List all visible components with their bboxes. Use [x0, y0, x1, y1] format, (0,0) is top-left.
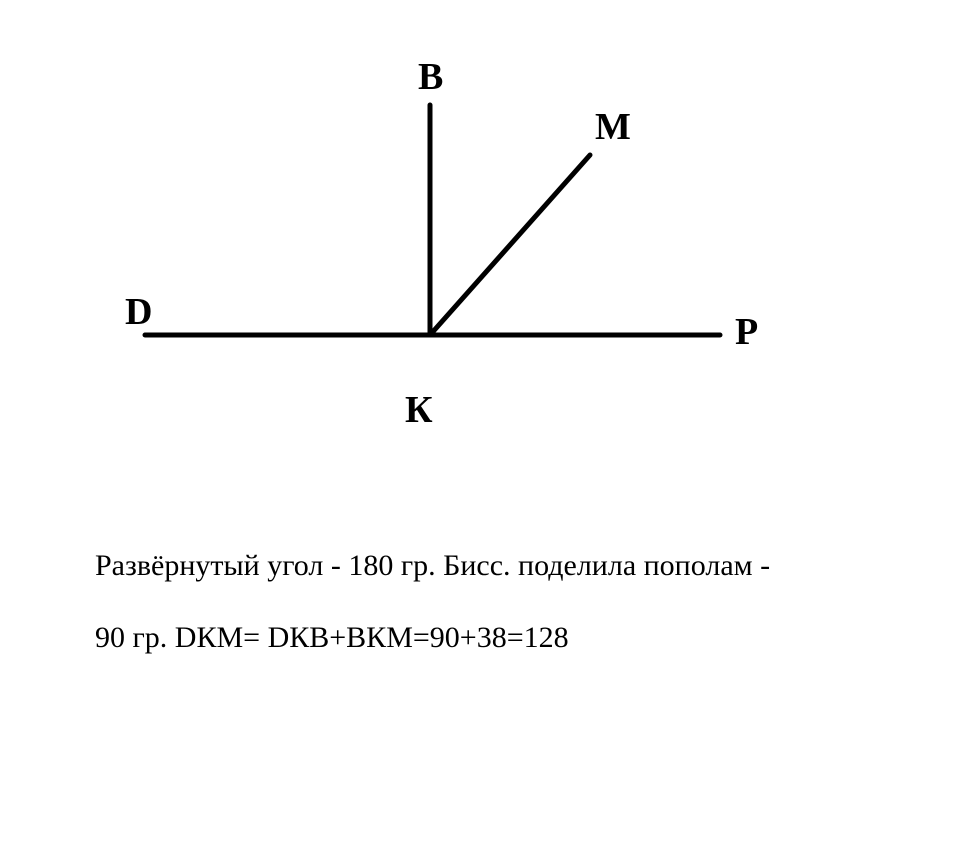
label-K: К	[405, 388, 433, 432]
solution-line-1: Развёрнутый угол - 180 гр. Бисс. поделил…	[95, 530, 895, 602]
solution-line-2: 90 гр. DКМ= DКВ+ВКМ=90+38=128	[95, 602, 895, 674]
label-M: M	[595, 105, 631, 149]
diagram-svg	[0, 0, 956, 500]
line-KM	[430, 155, 590, 335]
label-P: P	[735, 310, 758, 354]
geometry-diagram: D P B M К	[0, 0, 956, 500]
solution-text: Развёрнутый угол - 180 гр. Бисс. поделил…	[95, 530, 895, 674]
label-D: D	[125, 290, 152, 334]
label-B: B	[418, 55, 443, 99]
